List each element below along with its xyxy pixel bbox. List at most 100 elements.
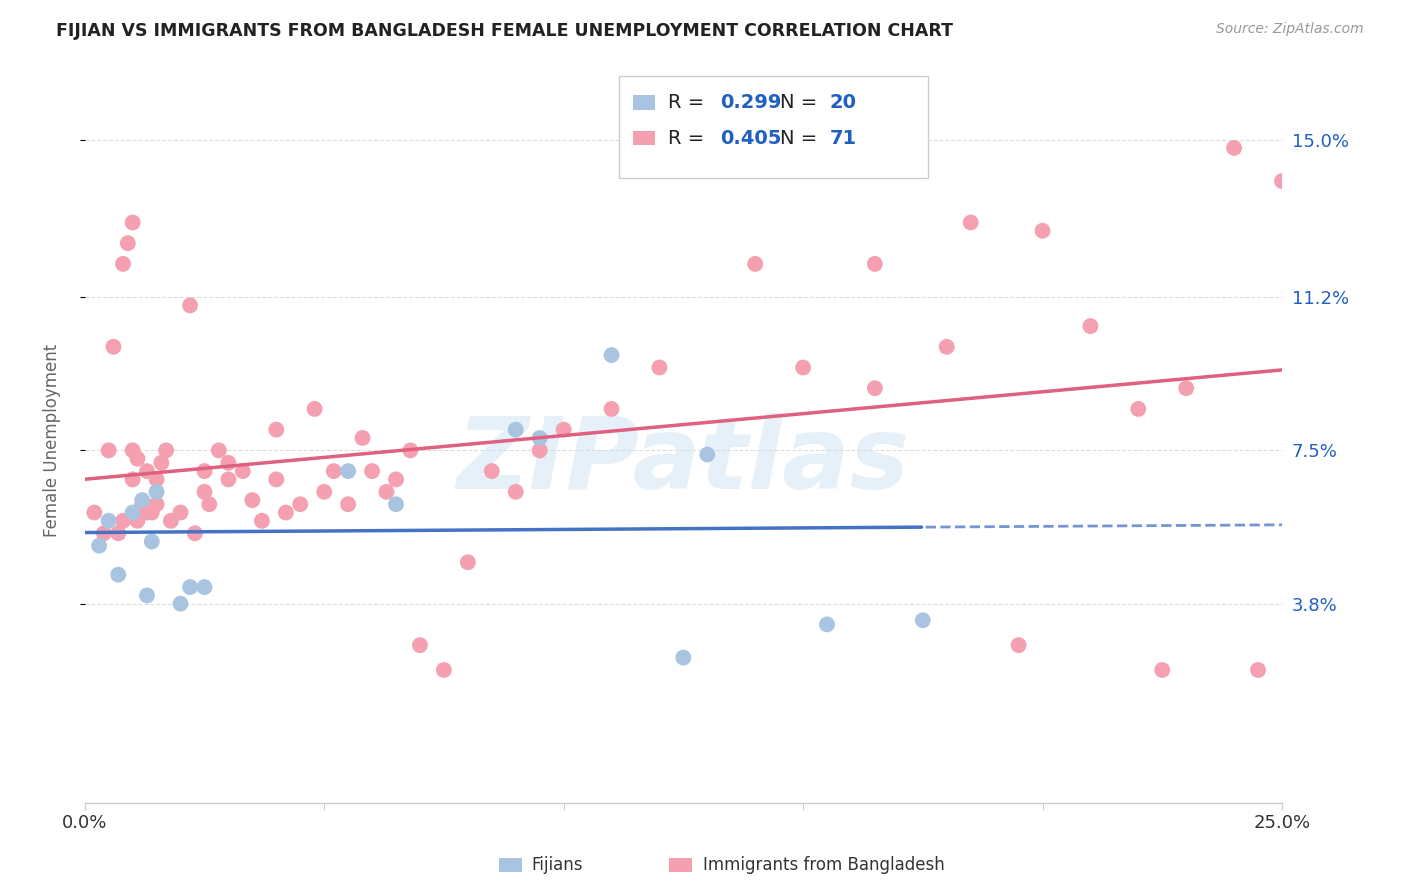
Point — [169, 597, 191, 611]
Point — [136, 588, 159, 602]
Point — [815, 617, 838, 632]
Point — [863, 257, 886, 271]
Point — [529, 431, 551, 445]
Point — [145, 484, 167, 499]
Point — [121, 472, 143, 486]
Point — [337, 497, 360, 511]
Text: Fijians: Fijians — [531, 856, 583, 874]
Text: R =: R = — [668, 93, 710, 112]
Point — [217, 456, 239, 470]
Point — [911, 613, 934, 627]
Text: N =: N = — [780, 128, 824, 148]
Point — [121, 443, 143, 458]
Point — [93, 526, 115, 541]
Point — [352, 431, 374, 445]
Point — [672, 650, 695, 665]
Point — [792, 360, 814, 375]
Point — [103, 340, 125, 354]
Point — [1080, 319, 1102, 334]
Point — [208, 443, 231, 458]
Point — [217, 472, 239, 486]
Point — [375, 484, 398, 499]
Point — [136, 464, 159, 478]
Text: N =: N = — [780, 93, 824, 112]
Point — [121, 506, 143, 520]
Point — [935, 340, 957, 354]
Point — [361, 464, 384, 478]
Point — [145, 472, 167, 486]
Point — [131, 493, 153, 508]
Point — [127, 514, 149, 528]
Point — [193, 464, 215, 478]
Point — [1223, 141, 1246, 155]
Point — [193, 484, 215, 499]
Point — [107, 526, 129, 541]
Point — [385, 497, 408, 511]
Point — [648, 360, 671, 375]
Point — [600, 348, 623, 362]
Point — [160, 514, 183, 528]
Point — [155, 443, 177, 458]
Point — [959, 215, 981, 229]
Point — [1175, 381, 1198, 395]
Point — [505, 484, 527, 499]
Point — [141, 534, 163, 549]
Point — [1128, 401, 1150, 416]
Point — [481, 464, 503, 478]
Point — [399, 443, 422, 458]
Point — [290, 497, 312, 511]
Point — [193, 580, 215, 594]
Point — [240, 493, 263, 508]
Point — [112, 257, 135, 271]
Point — [744, 257, 766, 271]
Point — [304, 401, 326, 416]
Point — [1152, 663, 1174, 677]
Point — [179, 580, 201, 594]
Point — [87, 539, 110, 553]
Text: ZIPatlas: ZIPatlas — [457, 413, 910, 510]
Text: Source: ZipAtlas.com: Source: ZipAtlas.com — [1216, 22, 1364, 37]
Y-axis label: Female Unemployment: Female Unemployment — [44, 343, 60, 537]
Point — [1031, 224, 1053, 238]
Point — [141, 506, 163, 520]
Point — [600, 401, 623, 416]
Point — [274, 506, 297, 520]
Point — [553, 423, 575, 437]
Text: Immigrants from Bangladesh: Immigrants from Bangladesh — [703, 856, 945, 874]
Point — [457, 555, 479, 569]
Text: 71: 71 — [830, 128, 856, 148]
Text: 0.299: 0.299 — [720, 93, 782, 112]
Point — [337, 464, 360, 478]
Point — [83, 506, 105, 520]
Point — [150, 456, 173, 470]
Point — [121, 215, 143, 229]
Point — [97, 514, 120, 528]
Point — [863, 381, 886, 395]
Point — [145, 497, 167, 511]
Point — [385, 472, 408, 486]
Point — [1247, 663, 1270, 677]
Point — [232, 464, 254, 478]
Text: 0.405: 0.405 — [720, 128, 782, 148]
Point — [169, 506, 191, 520]
Point — [696, 448, 718, 462]
Point — [529, 443, 551, 458]
Text: R =: R = — [668, 128, 710, 148]
Point — [433, 663, 456, 677]
Point — [117, 236, 139, 251]
Point — [1007, 638, 1029, 652]
Text: 20: 20 — [830, 93, 856, 112]
Point — [127, 451, 149, 466]
Point — [131, 497, 153, 511]
Point — [314, 484, 336, 499]
Point — [198, 497, 221, 511]
Point — [97, 443, 120, 458]
Point — [136, 506, 159, 520]
Point — [107, 567, 129, 582]
Point — [1271, 174, 1294, 188]
Point — [179, 298, 201, 312]
Point — [266, 472, 288, 486]
Point — [409, 638, 432, 652]
Point — [250, 514, 273, 528]
Point — [266, 423, 288, 437]
